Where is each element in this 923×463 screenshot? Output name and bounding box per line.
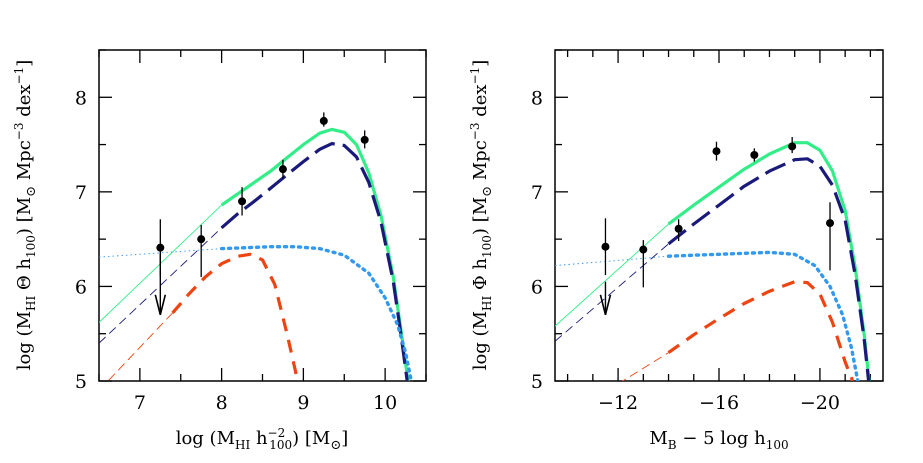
left-data-point bbox=[197, 235, 206, 244]
right-dotted-model-curve bbox=[666, 250, 860, 381]
left-data-point bbox=[156, 243, 165, 252]
left-x-tick-label: 8 bbox=[216, 392, 228, 414]
right-model-curve-dashed-extrapolation bbox=[555, 243, 669, 342]
left-data-point bbox=[238, 197, 247, 206]
right-x-tick-label: −12 bbox=[598, 392, 638, 414]
left-data-point bbox=[319, 116, 328, 125]
left-curves bbox=[99, 127, 413, 381]
right-data-points bbox=[599, 137, 835, 315]
left-x-axis-label: log (MHI h−2 100) [M⊙] bbox=[176, 426, 349, 453]
left-data-point bbox=[360, 135, 369, 144]
right-data-point bbox=[788, 142, 797, 151]
right-data-point bbox=[639, 245, 648, 254]
right-curves bbox=[555, 141, 871, 381]
right-data-point bbox=[601, 242, 610, 251]
left-ticks: 7 8 9 10 5 6 7 8 bbox=[75, 49, 427, 414]
right-x-tick-label: −20 bbox=[800, 392, 840, 414]
left-plot-frame bbox=[98, 49, 427, 382]
left-dotted-model-curve bbox=[219, 245, 413, 381]
right-y-tick-label: 7 bbox=[531, 182, 543, 204]
right-y-tick-label: 5 bbox=[531, 371, 543, 393]
left-data-point bbox=[278, 165, 287, 174]
left-data-points bbox=[154, 112, 369, 315]
right-plot-frame bbox=[554, 49, 884, 382]
right-data-point bbox=[712, 147, 721, 156]
right-x-tick-label: −16 bbox=[699, 392, 739, 414]
left-y-tick-label: 7 bbox=[75, 182, 87, 204]
right-y-axis-label: log (MHI Φ h100) [M⊙ Mpc−3 dex−1] bbox=[468, 60, 495, 371]
right-short-dash-model-curve-extrapolation bbox=[621, 352, 669, 381]
left-short-dash-model-curve bbox=[171, 252, 300, 381]
left-x-tick-label: 9 bbox=[297, 392, 309, 414]
left-y-tick-label: 5 bbox=[75, 371, 87, 393]
right-ticks: −12 −16 −20 5 6 7 8 bbox=[531, 49, 883, 414]
right-data-point bbox=[750, 150, 759, 159]
right-y-tick-label: 6 bbox=[531, 276, 543, 298]
right-total-model-curve-extrapolation bbox=[555, 223, 669, 327]
right-data-point bbox=[826, 219, 835, 228]
left-y-tick-label: 8 bbox=[75, 87, 87, 109]
left-y-axis-label: log (MHI Θ h100) [M⊙ Mpc−3 dex−1] bbox=[12, 60, 39, 371]
left-short-dash-model-curve-extrapolation bbox=[107, 312, 173, 381]
right-short-dash-model-curve bbox=[667, 280, 855, 381]
left-x-tick-label: 10 bbox=[373, 392, 397, 414]
right-upper-limit-arrowhead bbox=[599, 294, 612, 315]
right-y-tick-label: 8 bbox=[531, 87, 543, 109]
right-x-axis-label: MB − 5 log h100 bbox=[649, 428, 788, 452]
left-y-tick-label: 6 bbox=[75, 276, 87, 298]
left-x-tick-label: 7 bbox=[134, 392, 146, 414]
right-chart-panel: −12 −16 −20 5 6 7 8 log (MHI Φ h100) [M⊙ Mpc−3… bbox=[468, 49, 884, 452]
right-dotted-model-curve-extrapolation bbox=[555, 255, 669, 267]
right-data-point bbox=[674, 224, 683, 233]
left-chart-panel: 7 8 9 10 5 6 7 8 log (MHI Θ h100) [M⊙ Mpc−3 dex… bbox=[12, 49, 427, 453]
left-upper-limit-arrowhead bbox=[154, 294, 167, 315]
right-model-curve-dashed bbox=[667, 157, 871, 381]
left-model-curve-dashed bbox=[220, 142, 409, 381]
